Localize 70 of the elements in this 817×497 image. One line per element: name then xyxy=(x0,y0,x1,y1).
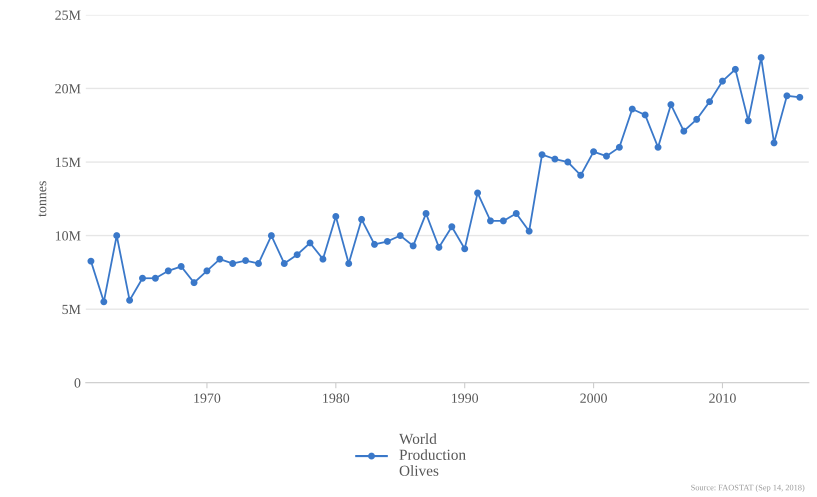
point xyxy=(229,260,236,267)
point xyxy=(203,267,210,274)
y-tick-label: 5M xyxy=(62,304,81,314)
point xyxy=(796,94,804,101)
point xyxy=(345,260,352,267)
point xyxy=(448,223,456,230)
point xyxy=(435,244,442,251)
point xyxy=(461,245,468,252)
point xyxy=(113,232,120,240)
point xyxy=(500,217,507,224)
point xyxy=(178,263,185,270)
point xyxy=(216,256,224,263)
point xyxy=(242,257,250,264)
point xyxy=(538,151,546,158)
source-note: Source: FAOSTAT (Sep 14, 2018) xyxy=(691,484,804,492)
point xyxy=(152,274,159,282)
point xyxy=(628,106,636,113)
y-tick-label: 0 xyxy=(74,378,80,388)
x-tick-label: 1980 xyxy=(323,394,350,403)
point xyxy=(126,296,134,304)
point xyxy=(512,210,520,217)
y-tick-label: 25M xyxy=(55,10,81,20)
point xyxy=(577,172,584,179)
point xyxy=(384,238,391,245)
y-tick-label: 10M xyxy=(56,231,81,241)
point xyxy=(487,217,494,224)
point xyxy=(255,260,262,267)
x-tick-label: 2000 xyxy=(580,394,607,403)
point xyxy=(422,210,430,217)
x-tick-label: 2010 xyxy=(709,394,736,403)
point xyxy=(783,92,790,100)
point xyxy=(332,212,340,220)
point xyxy=(358,216,366,223)
point xyxy=(654,144,662,151)
y-tick-label: 15M xyxy=(56,158,81,167)
x-tick-label: 1990 xyxy=(452,394,478,403)
point xyxy=(526,228,533,235)
point xyxy=(319,256,326,263)
point xyxy=(706,98,714,106)
point xyxy=(100,298,108,306)
legend-label: World Production Olives xyxy=(399,433,466,476)
point xyxy=(744,117,752,124)
point xyxy=(396,232,404,240)
point xyxy=(680,128,688,135)
point xyxy=(164,267,172,274)
point xyxy=(139,274,146,282)
point xyxy=(294,251,301,258)
point xyxy=(87,258,94,265)
point xyxy=(410,242,417,250)
point xyxy=(590,148,598,156)
point xyxy=(719,78,726,85)
x-tick-label: 1970 xyxy=(194,394,220,403)
point xyxy=(693,116,700,123)
point xyxy=(616,144,623,151)
point xyxy=(268,232,275,240)
point xyxy=(667,101,674,108)
point xyxy=(371,240,378,248)
y-axis-title: tonnes xyxy=(38,181,46,217)
point xyxy=(280,260,288,267)
point xyxy=(732,66,739,73)
point xyxy=(770,139,778,146)
point xyxy=(642,111,649,118)
point xyxy=(474,189,482,196)
point xyxy=(306,239,314,246)
point xyxy=(603,152,610,160)
point xyxy=(551,156,558,163)
point xyxy=(190,279,198,286)
y-tick-label: 20M xyxy=(55,84,81,94)
point xyxy=(758,54,765,62)
point xyxy=(564,158,572,166)
